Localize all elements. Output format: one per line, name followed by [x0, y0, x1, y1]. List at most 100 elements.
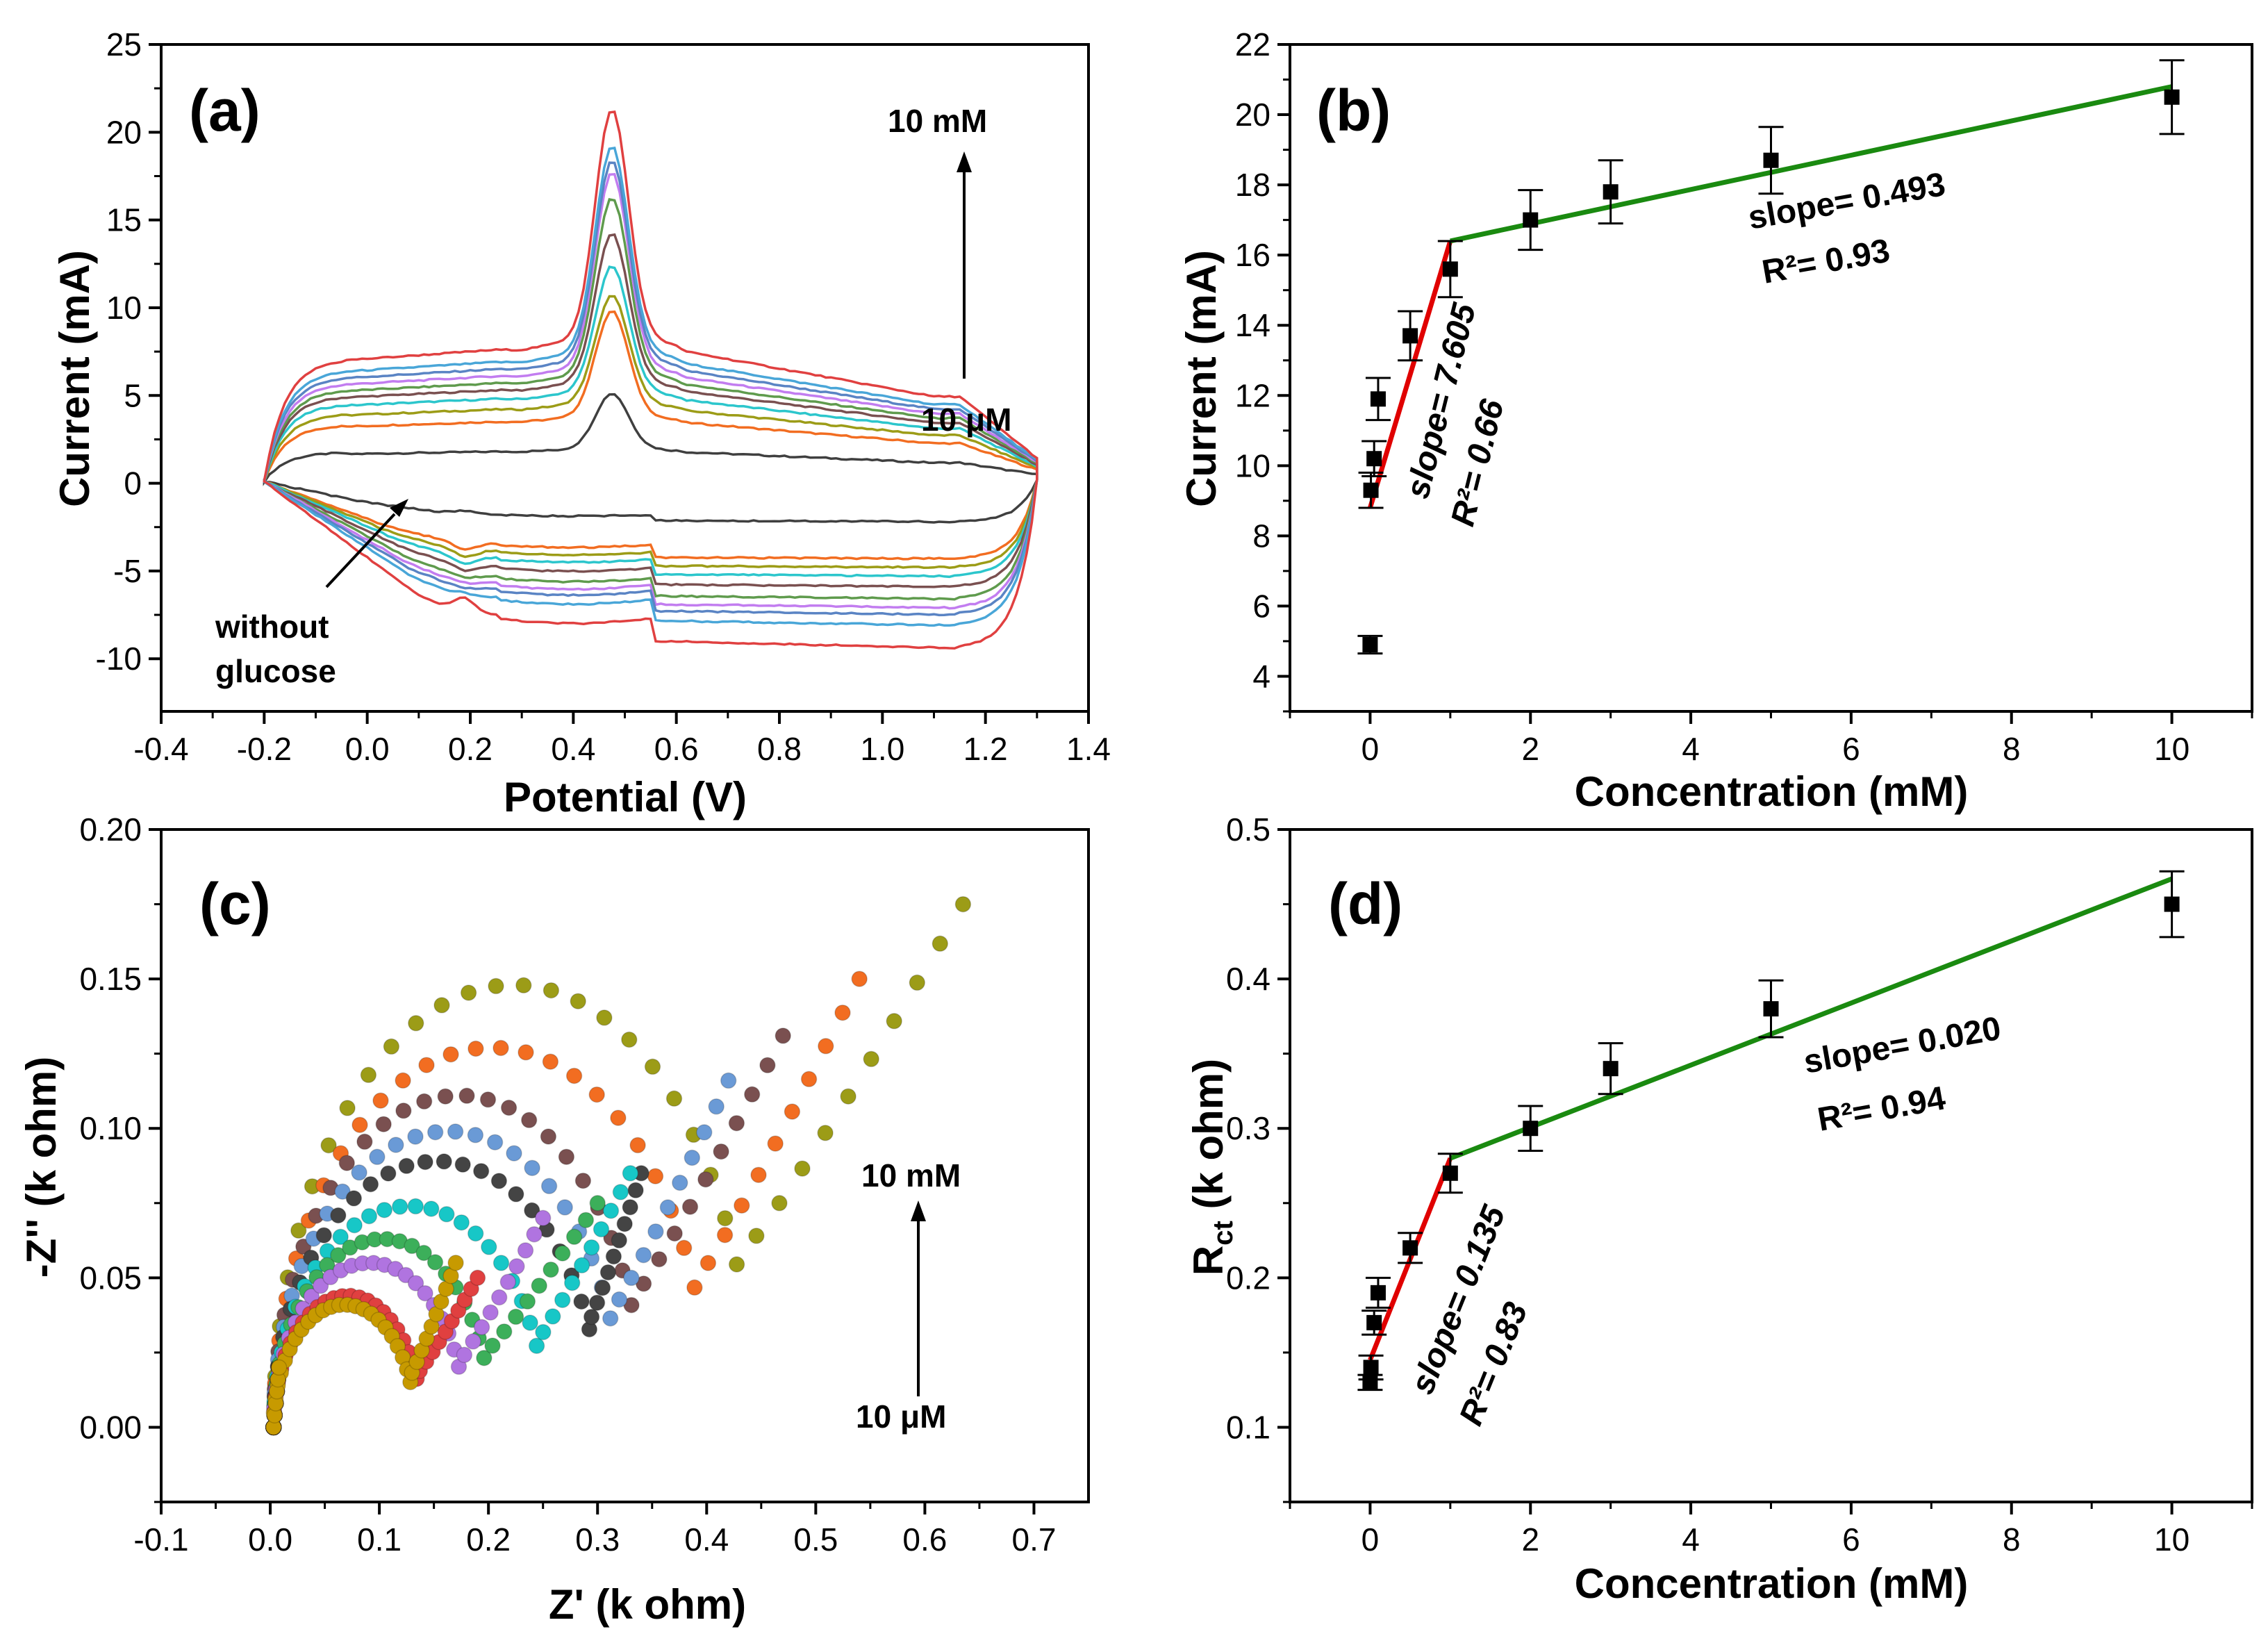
x-tick-label: 1.2 [963, 731, 1008, 767]
nyquist-point [518, 1044, 534, 1061]
nyquist-point [496, 1323, 513, 1340]
nyquist-point [851, 971, 868, 987]
point-marker [2164, 896, 2180, 912]
nyquist-point [535, 1323, 552, 1341]
nyquist-point [531, 1277, 547, 1294]
data-point-7 [1598, 1042, 1623, 1096]
nyquist-point [540, 1128, 557, 1145]
nyquist-point [351, 1116, 368, 1133]
nyquist-point [573, 1257, 590, 1274]
nyquist-trace-5 [265, 1153, 649, 1436]
nyquist-point [697, 1171, 714, 1188]
nyquist-point [684, 1149, 701, 1166]
nyquist-point [577, 1212, 595, 1228]
y-tick-label: -10 [96, 641, 142, 677]
x-tick-label: 0.6 [902, 1521, 947, 1558]
nyquist-point [542, 1053, 559, 1070]
nyquist-point [472, 1162, 490, 1180]
x-tick-label: 0.2 [466, 1521, 511, 1558]
nyquist-point [506, 1145, 522, 1162]
panel-d-label: (d) [1328, 871, 1402, 936]
panel-c-label: (c) [199, 871, 271, 936]
nyquist-point [759, 1057, 776, 1074]
nyquist-point [622, 1165, 639, 1182]
x-tick-label: 1.0 [860, 731, 904, 767]
nyquist-point [526, 1225, 543, 1243]
nyquist-point [376, 1201, 393, 1219]
x-tick-label: 1.4 [1066, 731, 1111, 767]
y-tick-label: 0.15 [79, 961, 142, 997]
panel-a-arrow-head [957, 151, 972, 172]
y-tick-label: 0.10 [79, 1110, 142, 1146]
panel-d-frame [1289, 828, 2253, 1503]
nyquist-point [488, 977, 504, 995]
nyquist-point [622, 1198, 638, 1216]
point-marker [1402, 1240, 1418, 1256]
y-tick-label: 0.20 [79, 811, 142, 848]
nyquist-point [467, 1127, 484, 1144]
nyquist-point [346, 1216, 363, 1234]
nyquist-point [456, 1346, 473, 1364]
y-tick-label: 14 [1235, 307, 1270, 343]
nyquist-point [716, 1226, 734, 1244]
point-marker [1603, 184, 1619, 200]
nyquist-point [647, 1168, 664, 1184]
nyquist-point [647, 1223, 664, 1240]
nyquist-point [775, 1027, 791, 1044]
y-tick-label: 0.00 [79, 1409, 142, 1445]
y-tick-label: 0.05 [79, 1260, 142, 1296]
data-point-3 [1365, 1276, 1391, 1309]
nyquist-point [492, 1255, 510, 1271]
x-tick-label: 0.7 [1011, 1521, 1056, 1558]
y-tick-label: 0.4 [1226, 961, 1270, 997]
data-point-4 [1398, 310, 1423, 362]
data-point-9 [2159, 59, 2185, 135]
nyquist-point [438, 1206, 455, 1223]
nyquist-point [602, 1203, 620, 1219]
nyquist-point [784, 1103, 801, 1120]
panel-a-annotation-10mm: 10 mM [888, 103, 987, 139]
nyquist-point [492, 1039, 509, 1057]
panel-d-fit-lines [1368, 876, 2173, 1361]
x-tick-label: 10 [2154, 1521, 2190, 1558]
nyquist-point [596, 1009, 613, 1026]
point-marker [1442, 261, 1458, 277]
nyquist-point [593, 1221, 610, 1238]
nyquist-point [312, 1278, 329, 1294]
y-tick-label: 15 [106, 202, 142, 238]
nyquist-point [594, 1279, 611, 1296]
nyquist-point [334, 1183, 351, 1200]
nyquist-point [635, 1246, 652, 1264]
panel-d-x-axis-title: Concentration (mM) [1575, 1560, 1969, 1607]
nyquist-point [467, 1040, 484, 1057]
nyquist-point [794, 1160, 811, 1177]
x-tick-label: 8 [2003, 1521, 2021, 1558]
nyquist-point [583, 1308, 600, 1326]
nyquist-point [290, 1222, 307, 1239]
y-tick-label: 12 [1235, 377, 1270, 413]
panel-b-x-axis-title: Concentration (mM) [1575, 768, 1969, 815]
nyquist-point [565, 1067, 583, 1084]
data-point-2 [1361, 440, 1387, 477]
nyquist-point [362, 1175, 379, 1193]
nyquist-point [391, 1198, 408, 1215]
nyquist-point [589, 1195, 606, 1212]
nyquist-point [360, 1066, 377, 1084]
y-tick-label: 0.5 [1226, 811, 1270, 848]
x-tick-label: 4 [1682, 731, 1700, 767]
nyquist-point [574, 1172, 592, 1189]
panel-a-annotation-glucose: glucose [215, 653, 336, 689]
nyquist-point [932, 935, 949, 952]
panel-c-annotation-10um: 10 μM [856, 1398, 946, 1435]
point-marker [1370, 1285, 1386, 1301]
panel-a-cv-chart: -0.4 -0.2 0.0 0.2 0.4 0.6 0.8 1.0 1.2 1.4 -10 -5 0 5… [51, 26, 1111, 820]
nyquist-trace-0 [265, 1255, 464, 1436]
x-tick-label: 0 [1361, 1521, 1380, 1558]
y-tick-label: 5 [124, 377, 142, 413]
fit-line-high [1450, 84, 2173, 244]
panel-c-y-axis-title: -Z'' (k ohm) [18, 1057, 65, 1278]
nyquist-point [554, 1245, 571, 1262]
nyquist-point [554, 1291, 571, 1308]
nyquist-point [954, 895, 972, 913]
nyquist-point [442, 1046, 459, 1063]
